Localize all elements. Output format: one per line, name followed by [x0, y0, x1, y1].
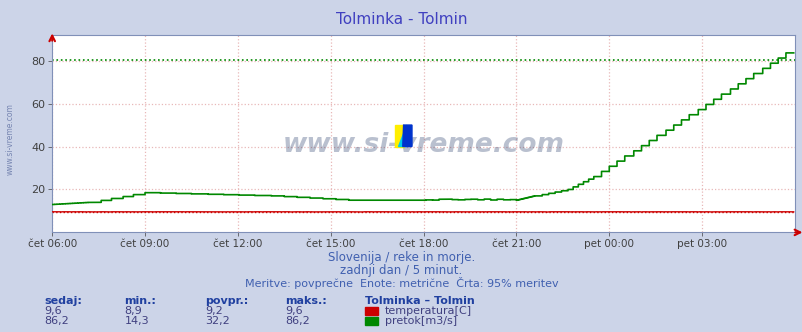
Text: 14,3: 14,3 [124, 316, 149, 326]
Text: Tolminka – Tolmin: Tolminka – Tolmin [365, 296, 475, 306]
Text: Slovenija / reke in morje.: Slovenija / reke in morje. [327, 251, 475, 264]
Text: 9,6: 9,6 [285, 306, 302, 316]
Text: povpr.:: povpr.: [205, 296, 248, 306]
Text: temperatura[C]: temperatura[C] [384, 306, 471, 316]
Text: maks.:: maks.: [285, 296, 326, 306]
Text: 9,6: 9,6 [44, 306, 62, 316]
Text: 8,9: 8,9 [124, 306, 142, 316]
Polygon shape [395, 125, 403, 146]
Text: 86,2: 86,2 [44, 316, 69, 326]
Text: zadnji dan / 5 minut.: zadnji dan / 5 minut. [340, 264, 462, 277]
Polygon shape [403, 125, 411, 146]
Text: pretok[m3/s]: pretok[m3/s] [384, 316, 456, 326]
Text: www.si-vreme.com: www.si-vreme.com [6, 104, 15, 175]
Text: www.si-vreme.com: www.si-vreme.com [282, 132, 564, 158]
Text: min.:: min.: [124, 296, 156, 306]
Text: 32,2: 32,2 [205, 316, 229, 326]
Polygon shape [398, 125, 407, 146]
Text: sedaj:: sedaj: [44, 296, 82, 306]
Text: 86,2: 86,2 [285, 316, 310, 326]
Text: Tolminka - Tolmin: Tolminka - Tolmin [335, 12, 467, 27]
Text: 9,2: 9,2 [205, 306, 222, 316]
Text: Meritve: povprečne  Enote: metrične  Črta: 95% meritev: Meritve: povprečne Enote: metrične Črta:… [245, 277, 557, 289]
